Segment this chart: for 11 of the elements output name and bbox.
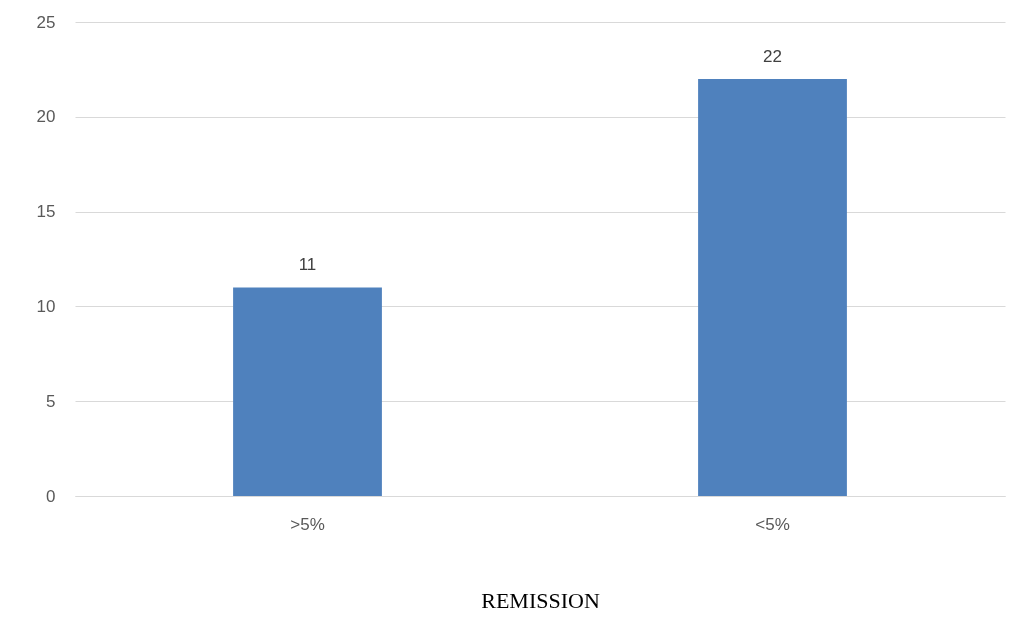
data-label: 22 [763,46,782,66]
x-tick-label: <5% [755,514,790,534]
y-tick-label: 25 [36,12,56,32]
y-tick-label: 20 [36,107,56,127]
y-tick-label: 10 [36,296,56,316]
y-tick-label: 0 [46,486,56,506]
x-axis-title: REMISSION [481,587,600,613]
data-label: 11 [298,255,317,275]
y-tick-label: 5 [46,391,56,411]
x-tick-label: >5% [290,514,325,534]
y-tick-label: 15 [36,202,56,222]
